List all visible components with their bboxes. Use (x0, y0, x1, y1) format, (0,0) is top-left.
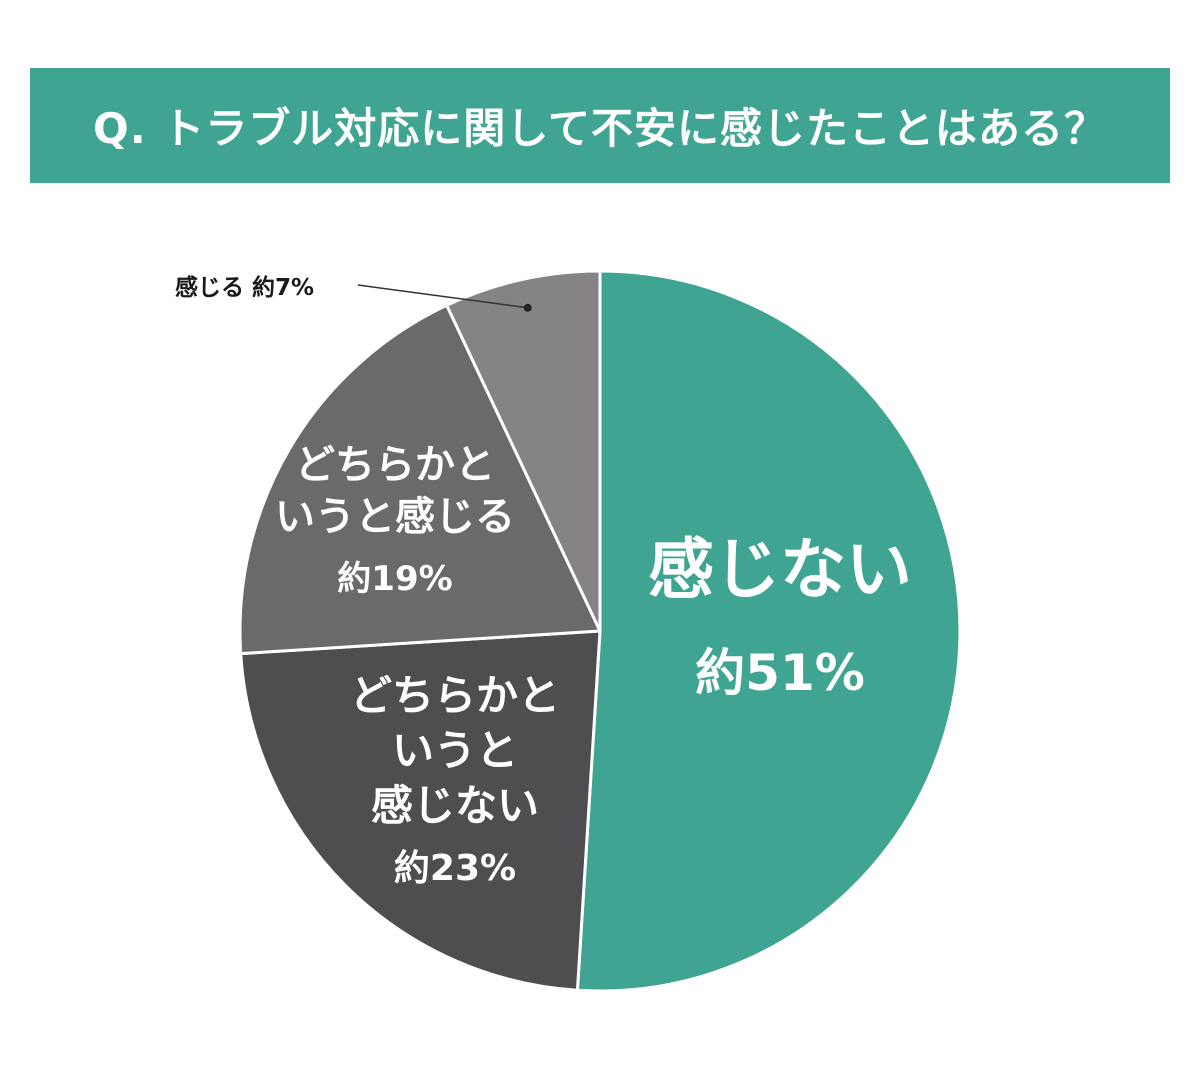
pie-slice-3 (238, 303, 602, 656)
slice-label-text: 感じる 約7% (175, 274, 314, 301)
title-banner: Q. トラブル対応に関して不安に感じたことはある？ (30, 68, 1170, 183)
slice-name-2-line-2: いうと (392, 726, 518, 775)
leader-dot (523, 303, 532, 312)
slice-name-2-line-3: 感じない (371, 781, 539, 830)
pie-slice-2 (239, 629, 602, 992)
slice-value-1: 約51% (695, 644, 865, 702)
slice-name-3-line-2: いうと感じる (275, 494, 515, 540)
slice-value-2: 約23% (394, 848, 516, 889)
pie-slice-4 (445, 269, 602, 633)
pie-slice-1 (575, 269, 962, 993)
slice-value-3: 約19% (337, 559, 452, 599)
slice-name-2-line-1: どちらかと (350, 671, 560, 720)
slice-name-3-line-1: どちらかと (295, 442, 495, 488)
slice-label-4: 感じる 約7% (175, 274, 314, 301)
slice-name-1-line-1: 感じない (648, 531, 912, 608)
leader-line (357, 284, 528, 309)
chart-title: Q. トラブル対応に関して不安に感じたことはある？ (92, 104, 1108, 153)
